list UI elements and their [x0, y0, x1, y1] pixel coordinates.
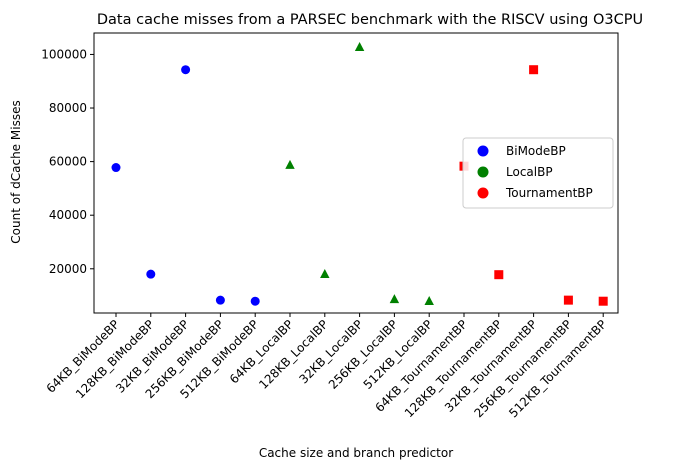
y-axis: 20000 40000 60000 80000 100000: [41, 47, 94, 276]
data-point: [529, 65, 539, 75]
legend-marker: [477, 187, 489, 199]
legend-label: BiModeBP: [506, 144, 566, 158]
data-point: [494, 270, 504, 280]
y-tick-label: 80000: [49, 101, 87, 115]
legend: BiModeBP LocalBP TournamentBP: [462, 137, 614, 209]
data-point: [320, 268, 330, 278]
y-tick-label: 100000: [41, 47, 87, 61]
data-point: [111, 163, 121, 173]
data-point: [389, 294, 400, 304]
y-axis-label: Count of dCache Misses: [9, 100, 23, 243]
data-point: [250, 296, 260, 306]
legend-marker: [477, 166, 489, 178]
data-point: [215, 295, 225, 305]
data-point: [146, 269, 156, 279]
data-point: [181, 65, 191, 75]
data-point: [354, 42, 365, 52]
data-point: [598, 296, 608, 306]
x-axis: 64KB_BiModeBP128KB_BiModeBP32KB_BiModeBP…: [44, 313, 609, 420]
plot-frame: [93, 32, 619, 314]
y-tick-label: 60000: [49, 155, 87, 169]
legend-marker: [477, 145, 489, 157]
data-point: [285, 159, 295, 169]
legend-box: [462, 137, 614, 209]
chart-title: Data cache misses from a PARSEC benchmar…: [97, 12, 643, 28]
x-axis-label: Cache size and branch predictor: [259, 446, 453, 460]
plot-area: [93, 32, 619, 314]
y-tick-label: 20000: [49, 262, 87, 276]
data-point: [424, 296, 434, 306]
data-point: [563, 295, 573, 305]
legend-label: TournamentBP: [505, 186, 593, 200]
legend-label: LocalBP: [506, 165, 553, 179]
y-tick-label: 40000: [49, 208, 87, 222]
